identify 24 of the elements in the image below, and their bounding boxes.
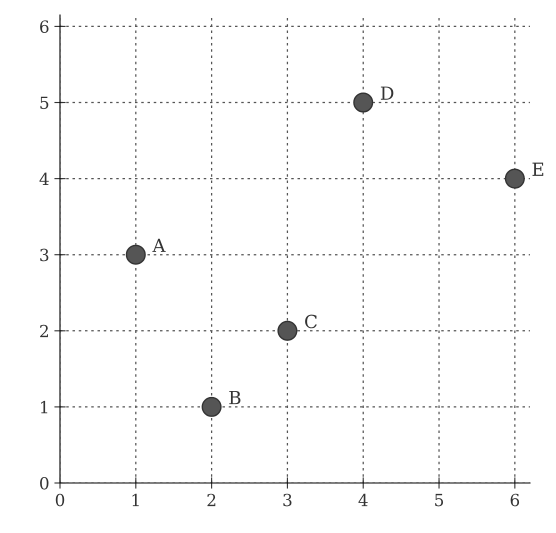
x-tick-label: 0 — [56, 494, 64, 506]
annotation: B — [229, 390, 240, 404]
x-tick-label: 2 — [207, 494, 216, 506]
annotation: D — [380, 86, 394, 100]
y-tick-label: 6 — [40, 20, 49, 33]
point — [126, 244, 146, 265]
point — [504, 168, 525, 189]
y-tick-label: 5 — [40, 96, 48, 110]
annotation: C — [305, 314, 317, 328]
y-tick-label: 1 — [41, 400, 48, 414]
annotation: A — [152, 238, 166, 252]
y-tick-label: 4 — [39, 172, 49, 185]
point — [353, 92, 374, 113]
x-tick-label: 4 — [358, 494, 368, 506]
x-tick-label: 1 — [132, 494, 139, 506]
point — [277, 320, 298, 341]
x-tick-label: 3 — [283, 494, 292, 506]
y-tick-label: 3 — [40, 248, 48, 262]
x-tick-label: 5 — [435, 494, 444, 506]
annotation: E — [532, 162, 544, 176]
x-tick-label: 6 — [510, 494, 520, 506]
point — [202, 396, 222, 417]
y-tick-label: 2 — [40, 324, 48, 338]
y-tick-label: 0 — [40, 476, 48, 490]
